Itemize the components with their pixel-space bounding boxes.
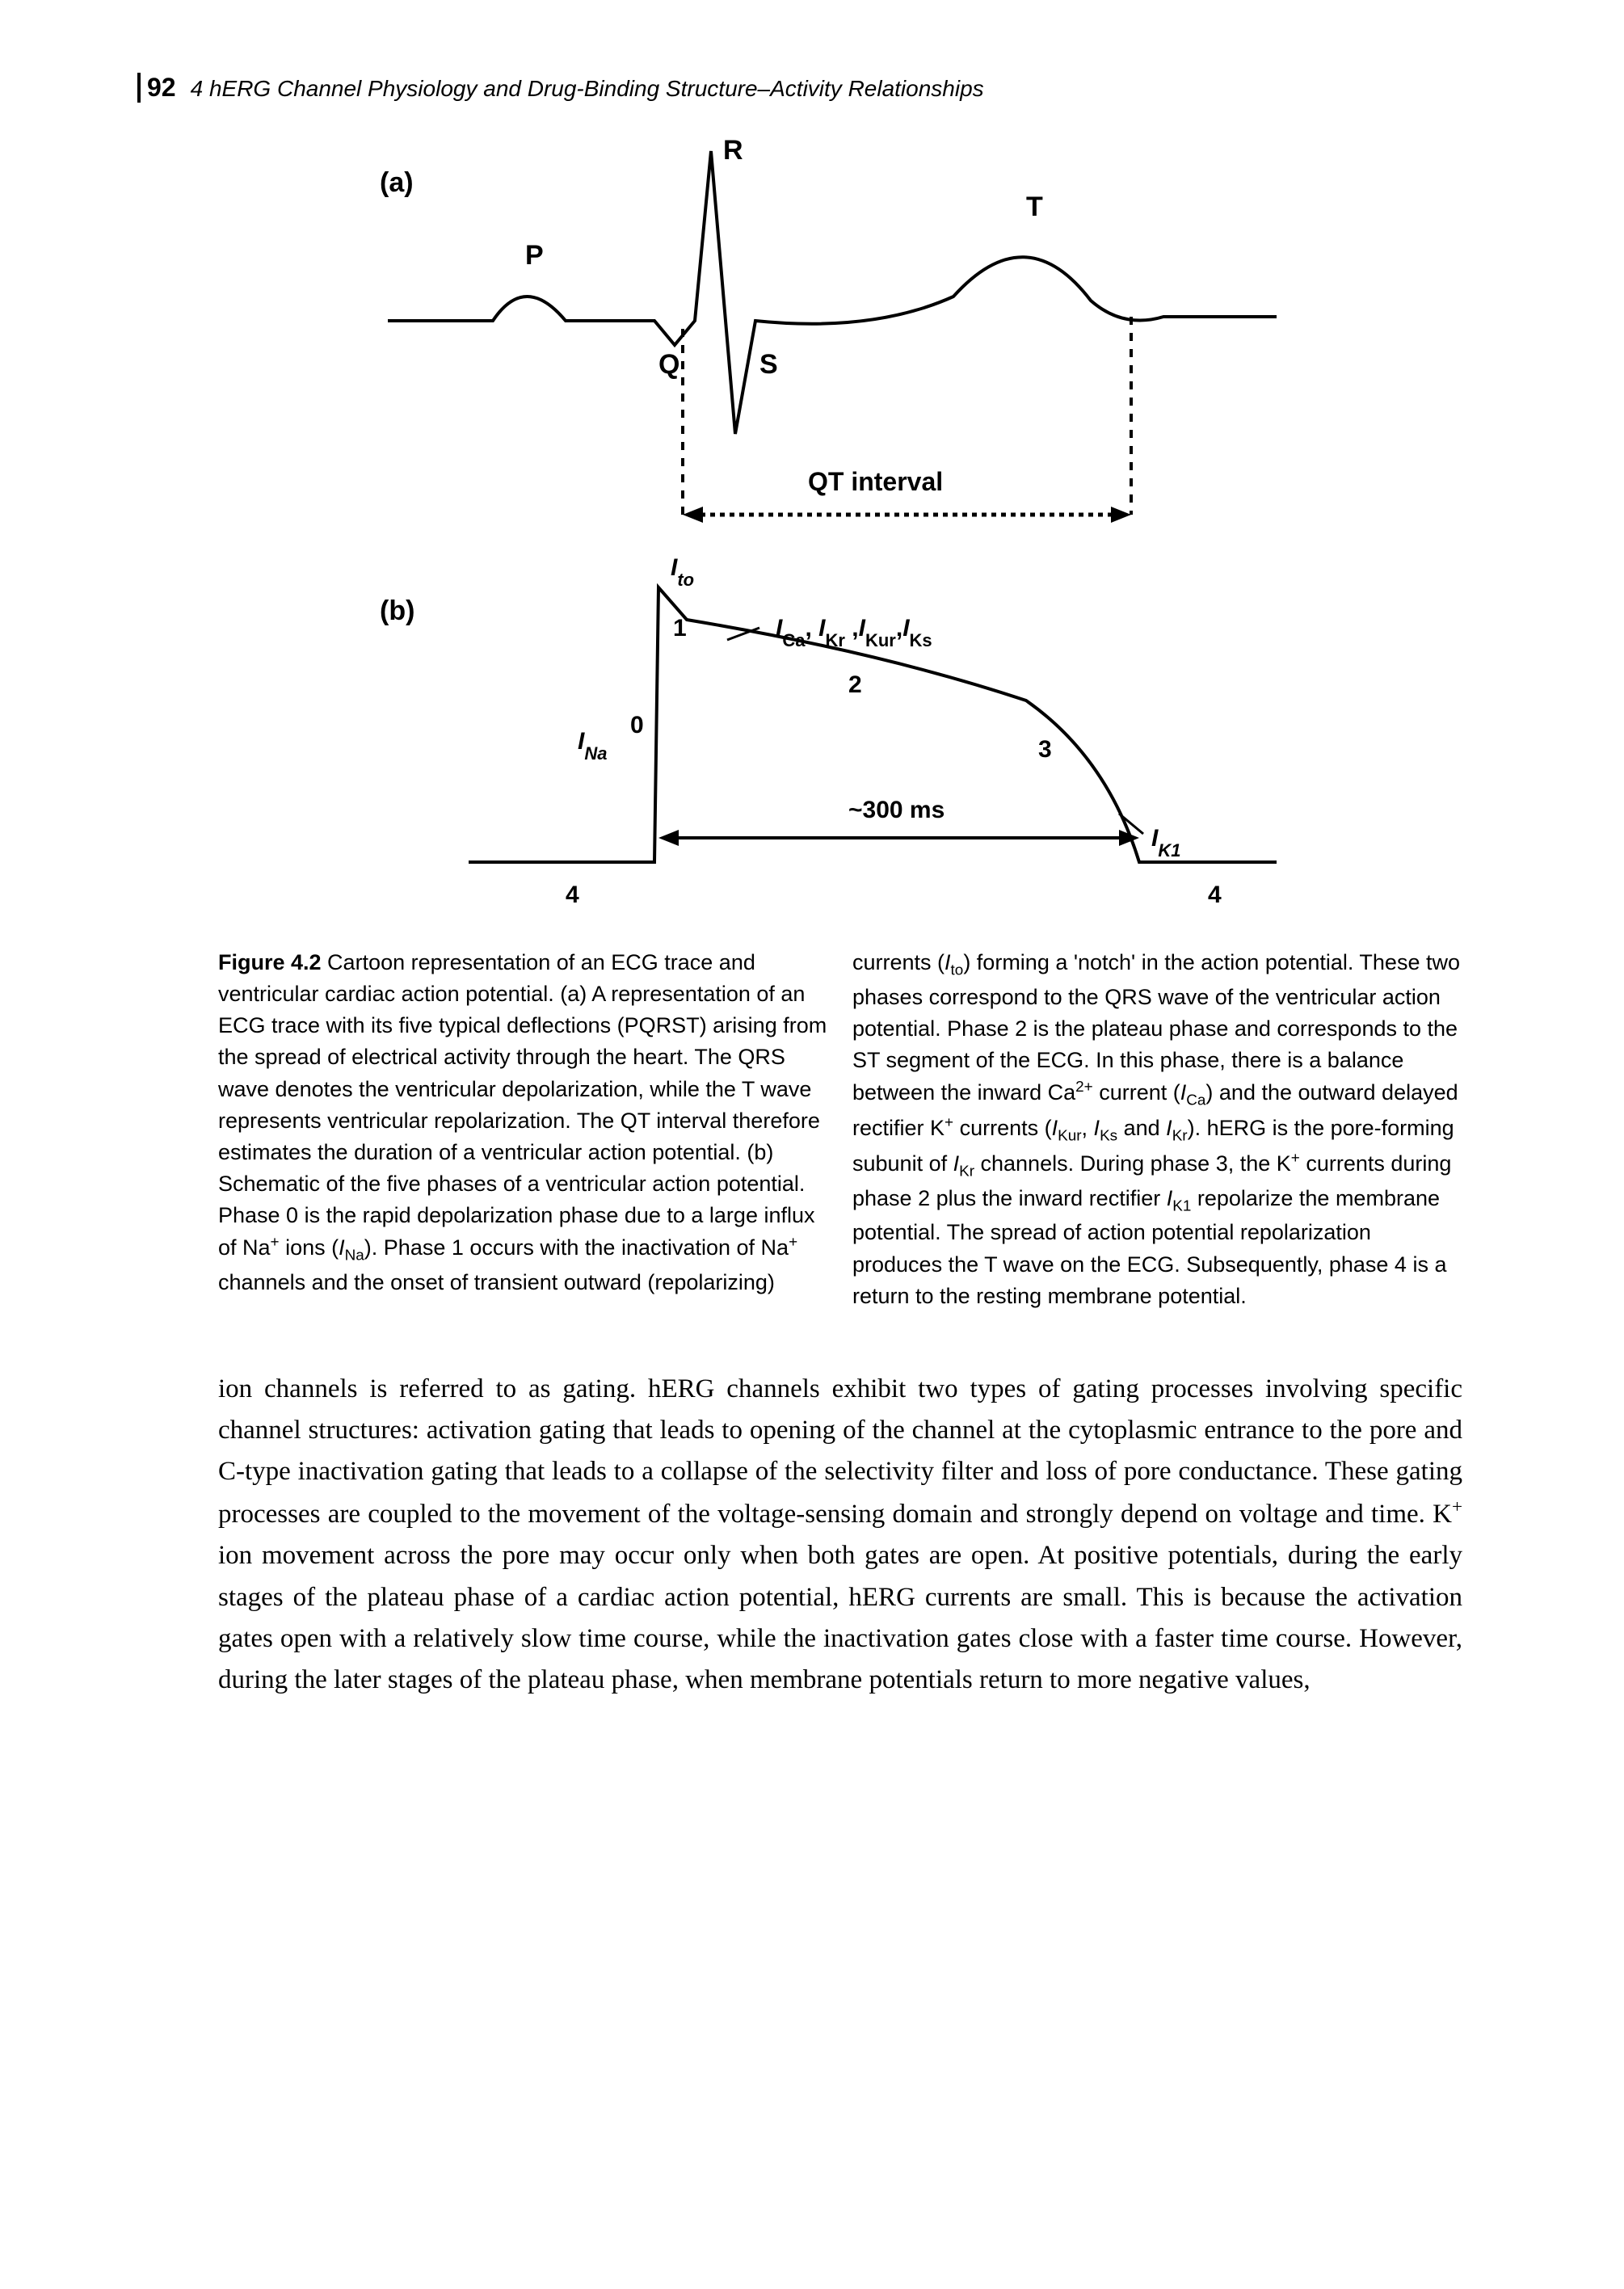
phase-1-label: 1	[673, 615, 687, 642]
panel-b-label: (b)	[380, 595, 414, 626]
ecg-s-label: S	[759, 349, 778, 380]
phase-3-label: 3	[1038, 736, 1052, 763]
ito-label: Ito	[671, 554, 694, 590]
qt-interval-label: QT interval	[808, 467, 943, 496]
qt-arrow-right-icon	[1111, 507, 1131, 523]
phase-4-left-label: 4	[566, 882, 579, 908]
body-paragraph: ion channels is referred to as gating. h…	[218, 1369, 1462, 1701]
figure-caption: Figure 4.2 Cartoon representation of an …	[218, 947, 1462, 1312]
ina-label: INa	[578, 728, 607, 764]
figure-4-2: (a) P Q R S T QT interval (b)	[137, 135, 1462, 931]
ecg-trace	[388, 151, 1277, 434]
ecg-q-label: Q	[658, 349, 679, 380]
plateau-currents-label: ICa, IKr ,IKur,IKs	[776, 615, 932, 650]
phase-4-right-label: 4	[1208, 882, 1222, 908]
phase-2-label: 2	[848, 671, 862, 698]
figure-svg: (a) P Q R S T QT interval (b)	[356, 135, 1325, 927]
page-header: 92 4 hERG Channel Physiology and Drug-Bi…	[137, 73, 1462, 103]
duration-label: ~300 ms	[848, 797, 945, 823]
ik1-label: IK1	[1151, 825, 1180, 860]
running-title: 4 hERG Channel Physiology and Drug-Bindi…	[191, 76, 984, 102]
ecg-p-label: P	[525, 240, 544, 271]
ecg-r-label: R	[723, 135, 743, 166]
duration-arrow-left-icon	[658, 830, 679, 846]
ecg-t-label: T	[1026, 191, 1043, 222]
phase-0-label: 0	[630, 712, 644, 738]
panel-a-label: (a)	[380, 167, 414, 198]
page-number: 92	[147, 73, 176, 103]
ik1-pointer	[1119, 814, 1143, 834]
qt-arrow-left-icon	[683, 507, 703, 523]
